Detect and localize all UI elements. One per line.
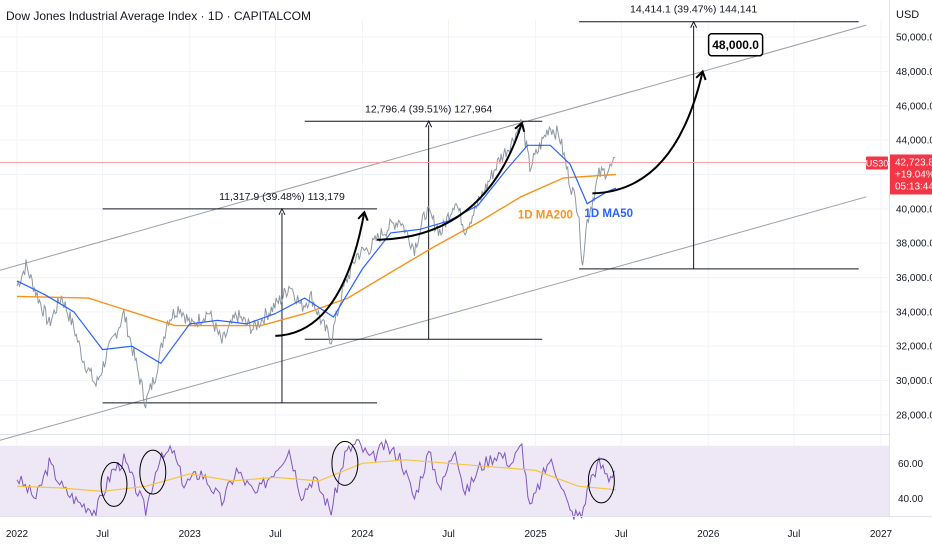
target-label: 48,000.0 xyxy=(712,38,759,52)
projection-curve xyxy=(377,122,523,241)
y-tick-label: 46,000.0 xyxy=(896,101,932,112)
rsi-line xyxy=(16,438,615,520)
y-tick-label: 48,000.0 xyxy=(896,67,932,78)
projection-arrows xyxy=(275,69,707,337)
ma50-line xyxy=(16,144,617,365)
channel-line xyxy=(0,196,867,441)
y-tick-label: 40,000.0 xyxy=(896,204,932,215)
x-tick-label: 2026 xyxy=(697,529,720,540)
rsi-tick-label: 40.00 xyxy=(898,494,923,505)
ma200-label: 1D MA200 xyxy=(518,209,573,221)
y-tick-label: 28,000.0 xyxy=(896,410,932,421)
price-axis-bg xyxy=(889,0,932,550)
symbol-label: US30 xyxy=(866,158,889,168)
price-series xyxy=(0,119,889,409)
trend-channel xyxy=(0,24,867,441)
range-label: 12,796.4 (39.51%) 127,964 xyxy=(365,103,492,115)
y-tick-label: 38,000.0 xyxy=(896,239,932,250)
ma200-line xyxy=(16,173,617,327)
x-tick-label: Jul xyxy=(96,529,109,540)
x-tick-label: Jul xyxy=(442,529,455,540)
x-tick-label: 2024 xyxy=(351,529,374,540)
y-tick-label: 30,000.0 xyxy=(896,376,932,387)
rsi-ma-line xyxy=(16,459,617,493)
y-tick-label: 50,000.0 xyxy=(896,33,932,44)
range-arrowhead xyxy=(425,120,433,128)
projection-curve xyxy=(592,71,704,195)
rsi-circle xyxy=(587,458,615,504)
annotation-labels: 48,000.0 1D MA200 1D MA50 xyxy=(518,32,764,221)
price-badge: US30 42,723.8+19.04%05:13:44 xyxy=(866,154,932,195)
price-line xyxy=(16,119,615,409)
y-tick-label: 32,000.0 xyxy=(896,342,932,353)
rsi-circle xyxy=(139,449,167,495)
range-measurements: 11,317.9 (39.48%) 113,179 12,796.4 (39.51… xyxy=(102,4,859,404)
rsi-circle xyxy=(100,461,128,507)
x-tick-label: Jul xyxy=(788,529,801,540)
range-label: 14,414.1 (39.47%) 144,141 xyxy=(630,4,757,16)
y-tick-label: 34,000.0 xyxy=(896,307,932,318)
rsi-pane xyxy=(16,438,617,520)
price-tag xyxy=(890,154,932,195)
projection-arrowhead xyxy=(695,69,707,81)
projection-arrowhead xyxy=(514,121,526,132)
projection-curve xyxy=(275,212,366,337)
rsi-band xyxy=(0,445,889,516)
grid xyxy=(0,20,932,516)
x-tick-label: 2025 xyxy=(524,529,547,540)
symbol-tag xyxy=(866,156,888,170)
bar-countdown: 05:13:44 xyxy=(895,181,932,192)
x-tick-label: Jul xyxy=(615,529,628,540)
projection-arrowhead xyxy=(357,210,369,221)
ma50-label: 1D MA50 xyxy=(584,208,633,220)
range-label: 11,317.9 (39.48%) 113,179 xyxy=(219,191,345,203)
currency-label[interactable]: USD xyxy=(896,9,920,21)
y-tick-label: 44,000.0 xyxy=(896,136,932,147)
x-tick-label: 2023 xyxy=(179,529,202,540)
rsi-tick-label: 60.00 xyxy=(898,459,923,470)
channel-line xyxy=(0,24,867,271)
target-box xyxy=(707,32,764,57)
range-arrowhead xyxy=(278,207,286,216)
range-arrowhead xyxy=(690,20,698,28)
y-tick-label: 36,000.0 xyxy=(896,273,932,284)
x-tick-label: 2027 xyxy=(870,529,893,540)
price-value: 42,723.8 xyxy=(895,157,932,168)
x-tick-label: Jul xyxy=(269,529,282,540)
moving-averages xyxy=(16,144,617,365)
x-tick-label: 2022 xyxy=(6,529,29,540)
rsi-circle xyxy=(331,440,359,486)
chart-title: Dow Jones Industrial Average Index · 1D … xyxy=(6,9,312,23)
price-change: +19.04% xyxy=(895,169,932,180)
